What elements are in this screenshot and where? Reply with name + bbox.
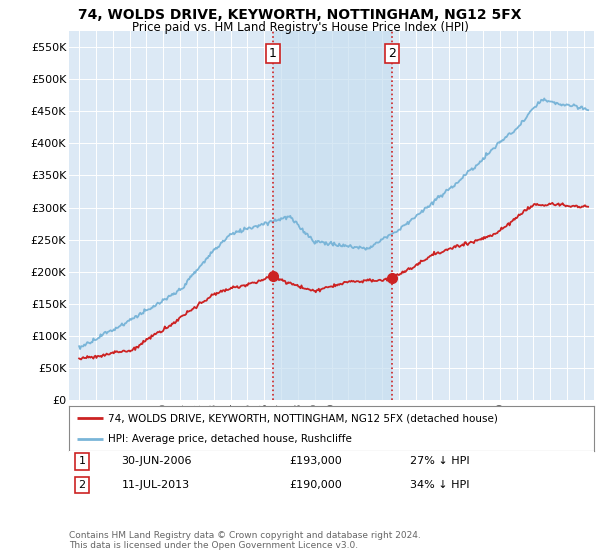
Text: Price paid vs. HM Land Registry's House Price Index (HPI): Price paid vs. HM Land Registry's House … bbox=[131, 21, 469, 34]
Text: 1: 1 bbox=[79, 456, 86, 466]
Text: 2: 2 bbox=[388, 47, 395, 60]
Text: Contains HM Land Registry data © Crown copyright and database right 2024.
This d: Contains HM Land Registry data © Crown c… bbox=[69, 530, 421, 550]
Text: 2: 2 bbox=[79, 480, 86, 490]
Text: 11-JUL-2013: 11-JUL-2013 bbox=[121, 480, 190, 490]
Text: £190,000: £190,000 bbox=[290, 480, 342, 490]
Text: 74, WOLDS DRIVE, KEYWORTH, NOTTINGHAM, NG12 5FX (detached house): 74, WOLDS DRIVE, KEYWORTH, NOTTINGHAM, N… bbox=[109, 413, 498, 423]
Text: 1: 1 bbox=[269, 47, 277, 60]
Text: 34% ↓ HPI: 34% ↓ HPI bbox=[410, 480, 470, 490]
Text: 30-JUN-2006: 30-JUN-2006 bbox=[121, 456, 192, 466]
Text: 74, WOLDS DRIVE, KEYWORTH, NOTTINGHAM, NG12 5FX: 74, WOLDS DRIVE, KEYWORTH, NOTTINGHAM, N… bbox=[78, 8, 522, 22]
Text: HPI: Average price, detached house, Rushcliffe: HPI: Average price, detached house, Rush… bbox=[109, 433, 352, 444]
Text: 27% ↓ HPI: 27% ↓ HPI bbox=[410, 456, 470, 466]
Bar bbox=[272, 31, 392, 400]
Text: £193,000: £193,000 bbox=[290, 456, 342, 466]
